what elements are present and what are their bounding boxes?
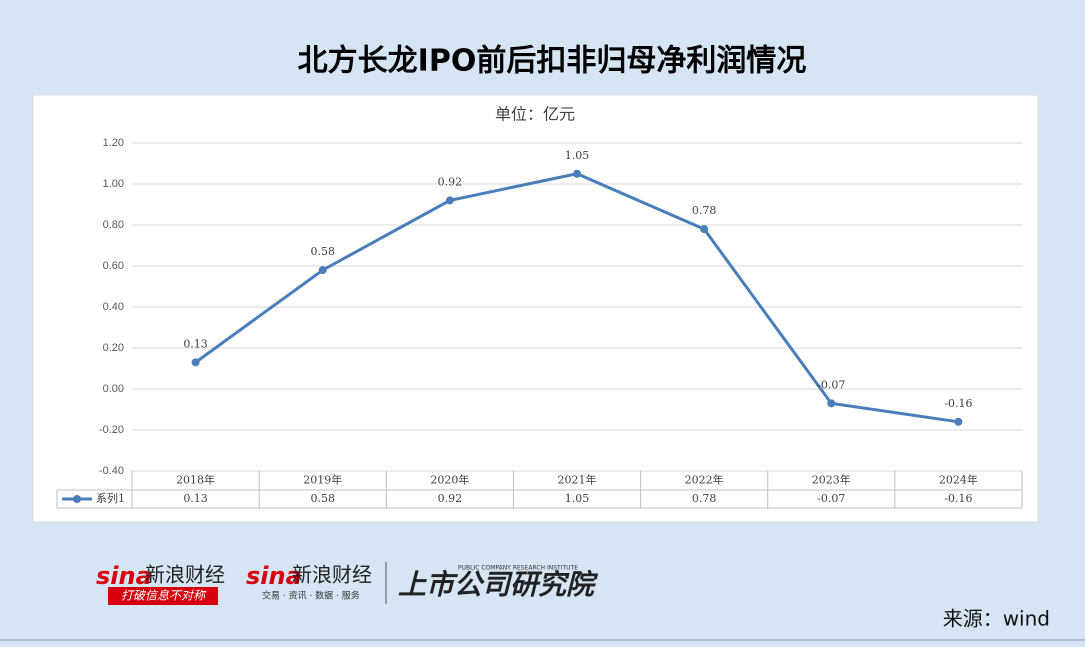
chart-panel [32, 94, 1039, 523]
data-label: 1.05 [565, 149, 590, 162]
data-label: 0.58 [310, 245, 335, 258]
institute-en: PUBLIC COMPANY RESEARCH INSTITUTE [458, 565, 578, 572]
y-tick-label: 0.20 [103, 342, 124, 354]
marker [191, 358, 200, 367]
y-tick-label: 1.20 [103, 137, 124, 149]
y-tick-label: 1.00 [103, 178, 124, 190]
footer: sina 新浪财经 打破信息不对称 sina 新浪财经 交易 · 资讯 · 数据… [0, 562, 1085, 641]
table-value: 0.92 [438, 492, 463, 505]
marker [573, 169, 581, 178]
legend-marker [73, 495, 81, 503]
x-tick-label: 2020年 [430, 473, 469, 487]
y-tick-label: 0.80 [103, 219, 124, 231]
marker [318, 266, 327, 275]
plot: -0.40 -0.20 0.00 0.20 0.40 0.60 0.80 1.00 1.20 0.… [56, 137, 1023, 509]
table-value: -0.16 [944, 492, 972, 505]
institute: 上市公司研究院 [398, 568, 599, 601]
table-value: 0.58 [310, 492, 335, 505]
table-value: 1.05 [565, 492, 590, 505]
x-tick-label: 2019年 [303, 473, 342, 487]
marker [827, 399, 836, 408]
data-label: 0.92 [438, 175, 463, 188]
y-tick-label: -0.20 [99, 424, 124, 436]
x-tick-label: 2022年 [685, 473, 724, 487]
y-tick-label: 0.00 [103, 383, 124, 395]
chart-title: 北方长龙IPO前后扣非归母净利润情况 [298, 44, 807, 79]
y-tick-label: 0.60 [103, 260, 124, 272]
x-tick-label: 2024年 [939, 473, 978, 487]
marker [954, 417, 963, 426]
marker [445, 196, 454, 205]
table-value: 0.13 [183, 492, 208, 505]
chart-subtitle: 单位：亿元 [495, 105, 575, 124]
data-label: -0.07 [817, 378, 845, 391]
logo-slogan: 交易 · 资讯 · 数据 · 服务 [262, 590, 360, 602]
logo-name: 新浪财经 [292, 563, 372, 587]
y-tick-label: -0.40 [99, 465, 124, 477]
table-value: -0.07 [817, 492, 845, 505]
data-label: 0.78 [692, 204, 717, 217]
marker [700, 225, 709, 234]
logo-name: 新浪财经 [145, 563, 225, 587]
x-tick-label: 2023年 [812, 473, 851, 487]
legend-label: 系列1 [96, 491, 125, 505]
slogan-box [108, 587, 218, 605]
table-value: 0.78 [692, 492, 717, 505]
logo-brand: sina [96, 562, 152, 590]
source: 来源：wind [943, 607, 1050, 631]
data-label: -0.16 [944, 397, 972, 410]
x-tick-label: 2018年 [176, 473, 215, 487]
logo-slogan: 打破信息不对称 [121, 589, 207, 603]
data-label: 0.13 [183, 337, 208, 350]
logo-brand: sina [246, 562, 302, 590]
y-tick-label: 0.40 [103, 301, 124, 313]
x-tick-label: 2021年 [558, 473, 597, 487]
